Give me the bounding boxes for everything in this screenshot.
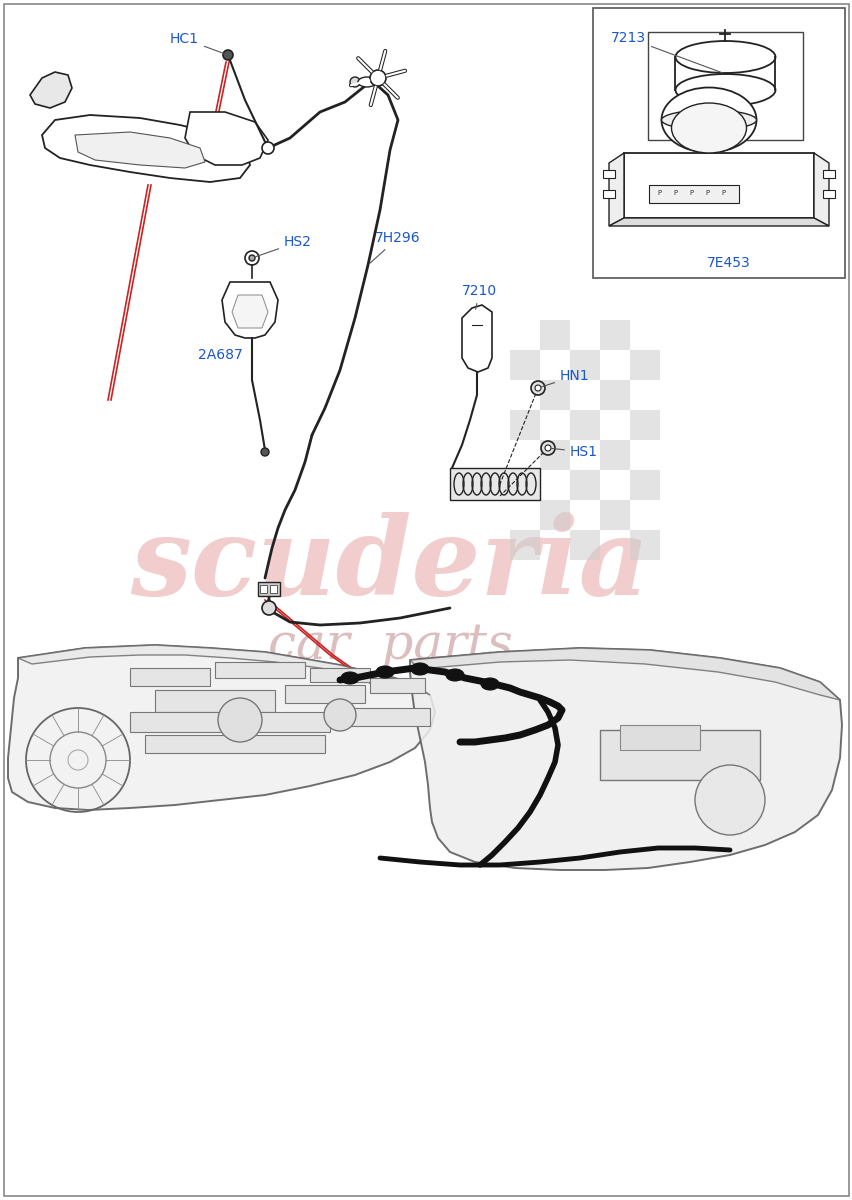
Bar <box>630 350 659 380</box>
Text: 7213: 7213 <box>610 31 722 73</box>
Polygon shape <box>75 132 204 168</box>
Polygon shape <box>185 112 268 164</box>
Polygon shape <box>608 152 624 226</box>
Bar <box>539 320 569 350</box>
Polygon shape <box>42 115 250 182</box>
Bar <box>130 668 210 686</box>
Text: P: P <box>720 190 724 196</box>
Circle shape <box>218 698 262 742</box>
Text: P: P <box>688 190 692 196</box>
Bar <box>309 668 370 682</box>
Bar <box>599 730 759 780</box>
Bar <box>270 584 277 593</box>
Bar <box>215 662 305 678</box>
Ellipse shape <box>660 110 756 130</box>
Text: P: P <box>656 190 660 196</box>
Polygon shape <box>608 218 828 226</box>
Bar <box>539 500 569 530</box>
Ellipse shape <box>411 662 429 674</box>
Bar <box>648 32 802 140</box>
Bar <box>630 410 659 440</box>
Circle shape <box>222 50 233 60</box>
Bar <box>145 734 325 754</box>
Ellipse shape <box>675 41 774 73</box>
Bar <box>285 685 365 703</box>
Text: HC1: HC1 <box>170 32 225 54</box>
Bar <box>340 708 429 726</box>
Polygon shape <box>222 282 278 338</box>
Circle shape <box>370 70 386 86</box>
Ellipse shape <box>446 668 463 680</box>
Circle shape <box>262 601 276 614</box>
Bar <box>599 380 630 410</box>
Bar <box>450 468 539 500</box>
Bar <box>509 530 539 560</box>
Polygon shape <box>462 305 492 372</box>
Text: 7E453: 7E453 <box>706 256 750 270</box>
Polygon shape <box>410 648 841 870</box>
Ellipse shape <box>358 77 376 86</box>
Ellipse shape <box>341 672 359 684</box>
Bar <box>822 190 834 198</box>
Bar <box>130 712 330 732</box>
Polygon shape <box>410 648 839 700</box>
Ellipse shape <box>675 74 774 106</box>
Polygon shape <box>232 295 268 328</box>
Circle shape <box>261 448 268 456</box>
Bar <box>630 530 659 560</box>
Ellipse shape <box>481 678 498 690</box>
Circle shape <box>544 445 550 451</box>
Bar <box>619 725 699 750</box>
Bar <box>630 470 659 500</box>
Bar <box>260 584 267 593</box>
Circle shape <box>324 698 355 731</box>
Bar <box>569 410 599 440</box>
Text: car  parts: car parts <box>268 620 512 670</box>
Bar <box>602 170 614 178</box>
Ellipse shape <box>671 103 746 152</box>
Bar <box>539 440 569 470</box>
Bar <box>509 470 539 500</box>
Circle shape <box>694 766 764 835</box>
Circle shape <box>531 380 544 395</box>
Bar <box>569 350 599 380</box>
Polygon shape <box>8 644 435 810</box>
Bar <box>599 500 630 530</box>
Bar <box>592 8 844 278</box>
Text: 7210: 7210 <box>462 284 497 310</box>
Circle shape <box>534 385 540 391</box>
Bar <box>370 678 424 692</box>
Bar <box>599 440 630 470</box>
Ellipse shape <box>660 88 756 152</box>
Polygon shape <box>813 152 828 226</box>
Bar <box>155 690 274 712</box>
Circle shape <box>262 142 273 154</box>
Circle shape <box>249 254 255 260</box>
Polygon shape <box>624 152 813 218</box>
Bar <box>509 410 539 440</box>
Bar <box>569 470 599 500</box>
Bar <box>509 350 539 380</box>
Ellipse shape <box>376 666 394 678</box>
Bar <box>599 320 630 350</box>
Circle shape <box>245 251 259 265</box>
Bar <box>257 582 279 596</box>
Bar <box>539 380 569 410</box>
Bar <box>822 170 834 178</box>
Polygon shape <box>30 72 72 108</box>
Circle shape <box>540 440 555 455</box>
Text: HN1: HN1 <box>540 368 589 388</box>
Text: 2A687: 2A687 <box>198 348 242 362</box>
Text: P: P <box>704 190 708 196</box>
Circle shape <box>349 77 360 86</box>
Bar <box>648 185 738 203</box>
Text: 7H296: 7H296 <box>370 230 420 263</box>
Bar <box>602 190 614 198</box>
Polygon shape <box>18 644 429 695</box>
Text: P: P <box>672 190 676 196</box>
Bar <box>569 530 599 560</box>
Text: scuderia: scuderia <box>130 512 648 618</box>
Text: HS2: HS2 <box>255 235 312 257</box>
Text: HS1: HS1 <box>550 445 597 458</box>
